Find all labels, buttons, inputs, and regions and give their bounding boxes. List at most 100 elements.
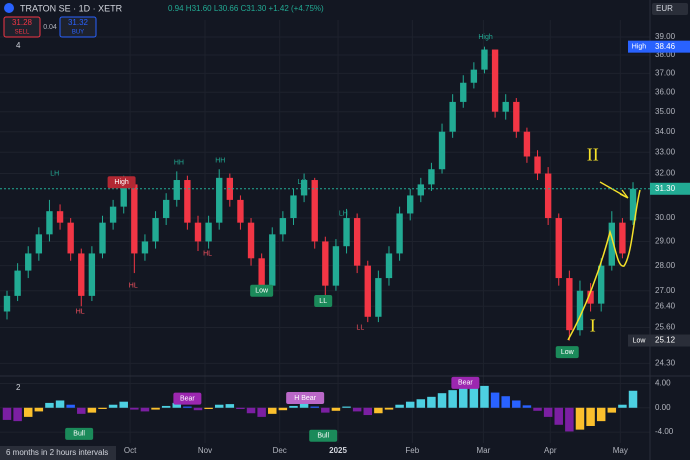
sell-button[interactable]: [3, 16, 41, 38]
annotation-box: [309, 429, 338, 442]
candle-body: [300, 180, 308, 196]
candle-body: [205, 222, 212, 242]
histogram-bar: [437, 393, 447, 408]
y-tick-label: 38.00: [655, 50, 676, 59]
pane-number: 2: [16, 383, 21, 392]
histogram-bar: [331, 407, 341, 411]
sell-price: 31.28: [12, 18, 33, 27]
candle-body: [120, 184, 127, 207]
histogram-bar: [172, 402, 182, 408]
candle-body: [279, 218, 287, 235]
histogram-bar: [384, 407, 394, 410]
price-tag-value: 31.30: [655, 184, 676, 193]
histogram-bar: [108, 404, 118, 408]
candle-body: [247, 222, 255, 259]
histogram-bar: [236, 407, 245, 409]
annotation: HH: [174, 160, 184, 167]
histogram-bar: [374, 407, 383, 414]
candle-body: [152, 218, 159, 242]
histogram-bar: [289, 405, 298, 408]
annotation: Bull: [317, 433, 329, 440]
x-tick-label: Dec: [273, 446, 287, 455]
histogram-bar: [554, 407, 563, 425]
candle-body: [544, 173, 552, 219]
annotation-box: [173, 392, 202, 405]
candle-body: [46, 211, 53, 235]
histogram-bar: [77, 407, 86, 414]
y-tick-label: 28.00: [655, 261, 676, 270]
candle-body: [608, 222, 615, 266]
histogram-bar: [490, 392, 500, 408]
price-tag-label-box: [628, 334, 650, 347]
histogram-bar: [13, 407, 22, 422]
annotation: LH: [339, 210, 348, 217]
annotation-box: [107, 176, 136, 189]
candle-body: [555, 218, 562, 279]
histogram-bar: [151, 407, 160, 410]
symbol-icon: [4, 3, 14, 13]
x-tick-label: Apr: [544, 446, 557, 455]
histogram-bar: [23, 407, 33, 417]
plot: [2, 46, 638, 432]
annotation: HL: [76, 308, 85, 315]
annotation: Low: [561, 349, 575, 356]
candle-body: [237, 199, 244, 223]
buy-button[interactable]: [59, 16, 97, 38]
candle-body: [385, 253, 393, 279]
candle-body: [438, 131, 446, 170]
price-tag-value: 38.46: [655, 42, 676, 51]
candle-body: [131, 184, 138, 254]
price-tag: [650, 334, 690, 347]
candle-body: [194, 222, 202, 242]
candle-body: [141, 241, 149, 254]
histogram-bar: [342, 406, 351, 408]
price-tag: [650, 182, 690, 195]
histogram-bar: [98, 407, 107, 409]
histogram-bar: [543, 407, 553, 417]
histogram-bar: [448, 390, 457, 408]
candle-body: [322, 241, 329, 286]
annotation-box: [555, 346, 579, 359]
histogram-bar: [416, 399, 426, 408]
annotation: HL: [129, 282, 138, 289]
hand-stroke: [567, 189, 641, 341]
symbol[interactable]: TRATON SE · 1D · XETR: [20, 3, 123, 13]
range-box[interactable]: [0, 446, 116, 460]
histogram-bar: [480, 385, 489, 408]
y-tick-label: 4.00: [655, 379, 671, 388]
y-tick-label: 25.60: [655, 323, 676, 332]
annotation: LH: [297, 179, 306, 186]
candle-body: [470, 69, 478, 83]
histogram-bar: [278, 407, 288, 411]
histogram-bar: [161, 405, 171, 408]
hand-arrow: [599, 181, 629, 199]
histogram-bar: [193, 407, 203, 411]
sell-label: SELL: [15, 30, 30, 36]
histogram-bar: [119, 401, 128, 408]
candle-body: [407, 195, 414, 214]
candle-body: [269, 234, 276, 286]
histogram-bar: [66, 404, 75, 408]
candle-body: [258, 258, 265, 286]
candle-body: [290, 195, 297, 219]
price-tag: [650, 40, 690, 53]
x-tick-label: May: [613, 446, 628, 455]
annotation: LL: [356, 324, 364, 331]
histogram-bar: [34, 407, 44, 412]
y-tick-label: 32.00: [655, 169, 676, 178]
annotation-box: [65, 427, 94, 440]
candle-body: [25, 253, 32, 271]
histogram-bar: [427, 396, 436, 408]
histogram-bar: [501, 396, 510, 408]
histogram-bar: [565, 407, 574, 432]
annotation: LL: [319, 298, 327, 305]
x-tick-label: 2025: [329, 446, 347, 455]
currency-box[interactable]: [652, 3, 688, 15]
candle-body: [109, 206, 117, 223]
candle-body: [3, 295, 11, 312]
candle-body: [396, 213, 403, 254]
price-tag-label-box: [628, 40, 650, 53]
histogram-bar: [596, 407, 606, 422]
y-tick-label: 29.00: [655, 237, 676, 246]
